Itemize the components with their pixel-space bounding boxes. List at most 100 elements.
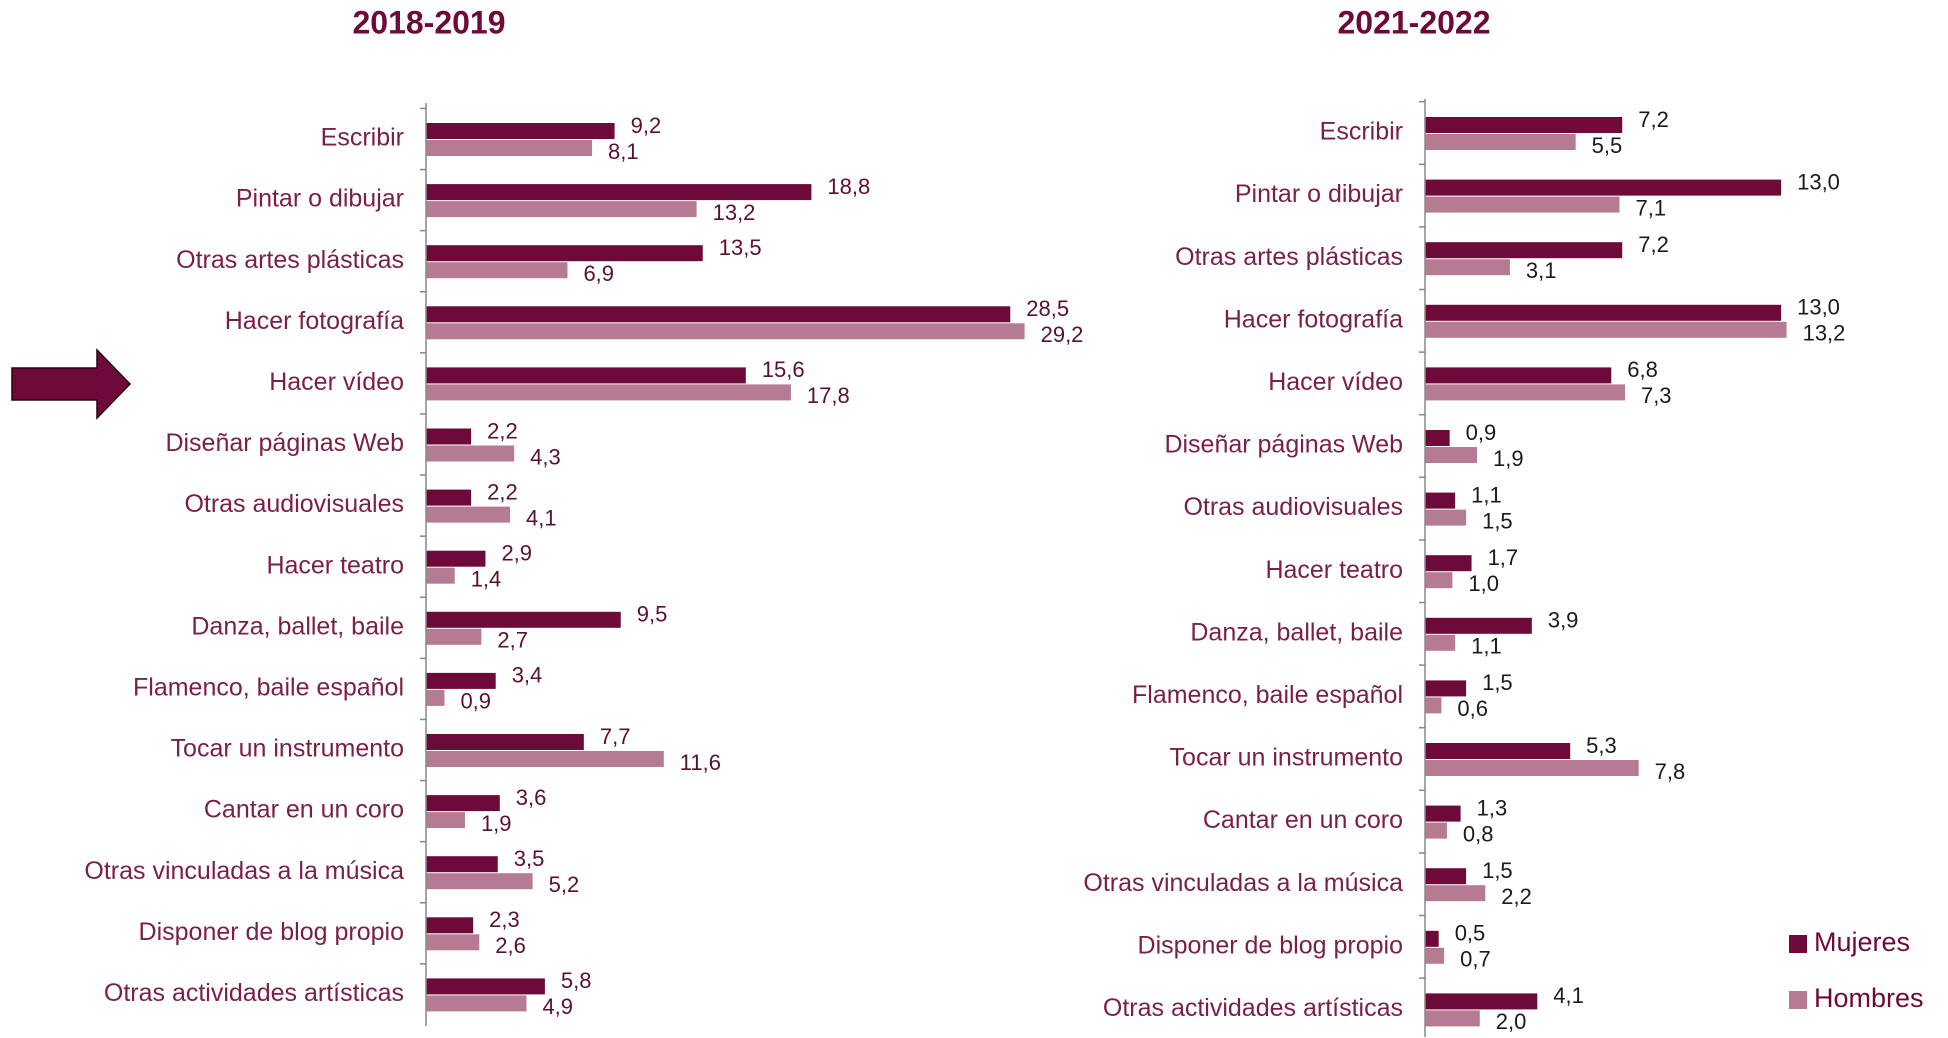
category-label: Cantar en un coro: [204, 796, 404, 824]
value-label: 4,9: [542, 994, 573, 1019]
bar: [1425, 680, 1467, 697]
value-label: 18,8: [827, 174, 870, 199]
value-label: 13,0: [1797, 295, 1840, 320]
value-label: 9,5: [637, 602, 668, 627]
bar: [1425, 196, 1620, 213]
value-label: 0,9: [460, 689, 491, 714]
value-label: 2,7: [497, 628, 528, 653]
bar: [1425, 822, 1447, 839]
category-label: Flamenco, baile español: [133, 674, 404, 702]
value-label: 1,7: [1488, 545, 1519, 570]
value-label: 1,5: [1482, 508, 1513, 533]
category-label: Otras audiovisuales: [1183, 493, 1403, 521]
bar: [426, 384, 791, 401]
value-label: 3,5: [514, 846, 545, 871]
value-label: 2,0: [1496, 1009, 1527, 1034]
bar: [1425, 259, 1510, 276]
bar: [426, 689, 445, 706]
bar: [1425, 179, 1782, 196]
bar: [426, 367, 746, 384]
value-label: 28,5: [1026, 296, 1069, 321]
bar: [1425, 321, 1787, 338]
bar: [1425, 492, 1456, 509]
value-label: 2,2: [1501, 884, 1532, 909]
category-label: Diseñar páginas Web: [1164, 431, 1403, 459]
value-label: 8,1: [608, 139, 639, 164]
value-label: 1,5: [1482, 670, 1513, 695]
bar: [1425, 617, 1532, 634]
value-label: 15,6: [762, 357, 805, 382]
value-label: 1,9: [1493, 446, 1524, 471]
value-label: 17,8: [807, 383, 850, 408]
value-label: 0,5: [1455, 921, 1486, 946]
value-label: 13,2: [1803, 321, 1846, 346]
bar: [1425, 930, 1439, 947]
bar: [1425, 367, 1612, 384]
bar: [426, 934, 480, 951]
legend-label: Hombres: [1814, 983, 1924, 1013]
value-label: 2,6: [495, 933, 526, 958]
bar: [426, 628, 482, 645]
bar: [1425, 634, 1456, 651]
bar: [426, 795, 500, 812]
chart-title: 2021-2022: [1337, 4, 1490, 40]
value-label: 7,1: [1635, 195, 1666, 220]
bar: [1425, 947, 1445, 964]
value-label: 5,3: [1586, 733, 1617, 758]
value-label: 4,3: [530, 444, 561, 469]
value-label: 1,4: [471, 567, 502, 592]
category-label: Escribir: [1320, 118, 1403, 146]
category-label: Otras vinculadas a la música: [84, 857, 404, 885]
category-label: Cantar en un coro: [1203, 806, 1403, 834]
value-label: 0,8: [1463, 821, 1494, 846]
bar: [1425, 697, 1442, 714]
legend-swatch: [1789, 935, 1807, 953]
bar: [426, 306, 1011, 323]
bar: [1425, 509, 1467, 526]
bar: [1425, 1010, 1480, 1027]
bar: [426, 262, 568, 279]
value-label: 13,2: [713, 200, 756, 225]
value-label: 7,2: [1638, 232, 1669, 257]
category-label: Hacer fotografía: [1224, 305, 1403, 333]
bar: [1425, 304, 1782, 321]
chart-title: 2018-2019: [352, 4, 505, 40]
category-label: Disponer de blog propio: [1138, 931, 1403, 959]
bar: [426, 506, 511, 523]
value-label: 11,6: [680, 750, 721, 775]
value-label: 7,2: [1638, 107, 1669, 132]
value-label: 0,7: [1460, 947, 1491, 972]
bar: [426, 995, 527, 1012]
bar: [1425, 743, 1571, 759]
category-label: Otras artes plásticas: [1175, 243, 1403, 271]
category-label: Otras actividades artísticas: [1103, 994, 1403, 1022]
bar: [426, 323, 1025, 340]
value-label: 3,1: [1526, 258, 1557, 283]
value-label: 3,9: [1548, 608, 1579, 633]
value-label: 4,1: [526, 505, 557, 530]
bar: [426, 123, 615, 139]
bar: [1425, 242, 1623, 259]
bar: [426, 978, 545, 995]
category-label: Diseñar páginas Web: [165, 429, 404, 457]
category-label: Pintar o dibujar: [236, 185, 404, 213]
value-label: 1,5: [1482, 858, 1513, 883]
bar: [426, 734, 584, 750]
category-label: Disponer de blog propio: [139, 918, 404, 946]
bar: [426, 445, 515, 462]
legend-swatch: [1789, 991, 1807, 1009]
value-label: 6,8: [1627, 357, 1658, 382]
bar: [426, 428, 472, 445]
value-label: 1,1: [1471, 634, 1502, 659]
value-label: 2,2: [487, 418, 518, 443]
category-label: Tocar un instrumento: [171, 735, 404, 763]
category-label: Danza, ballet, baile: [191, 612, 404, 640]
value-label: 5,8: [561, 968, 592, 993]
value-label: 0,6: [1457, 696, 1488, 721]
value-label: 4,1: [1553, 983, 1584, 1008]
category-label: Otras artes plásticas: [176, 246, 404, 274]
bar: [426, 672, 496, 689]
bar: [1425, 134, 1576, 150]
legend-label: Mujeres: [1814, 927, 1910, 957]
